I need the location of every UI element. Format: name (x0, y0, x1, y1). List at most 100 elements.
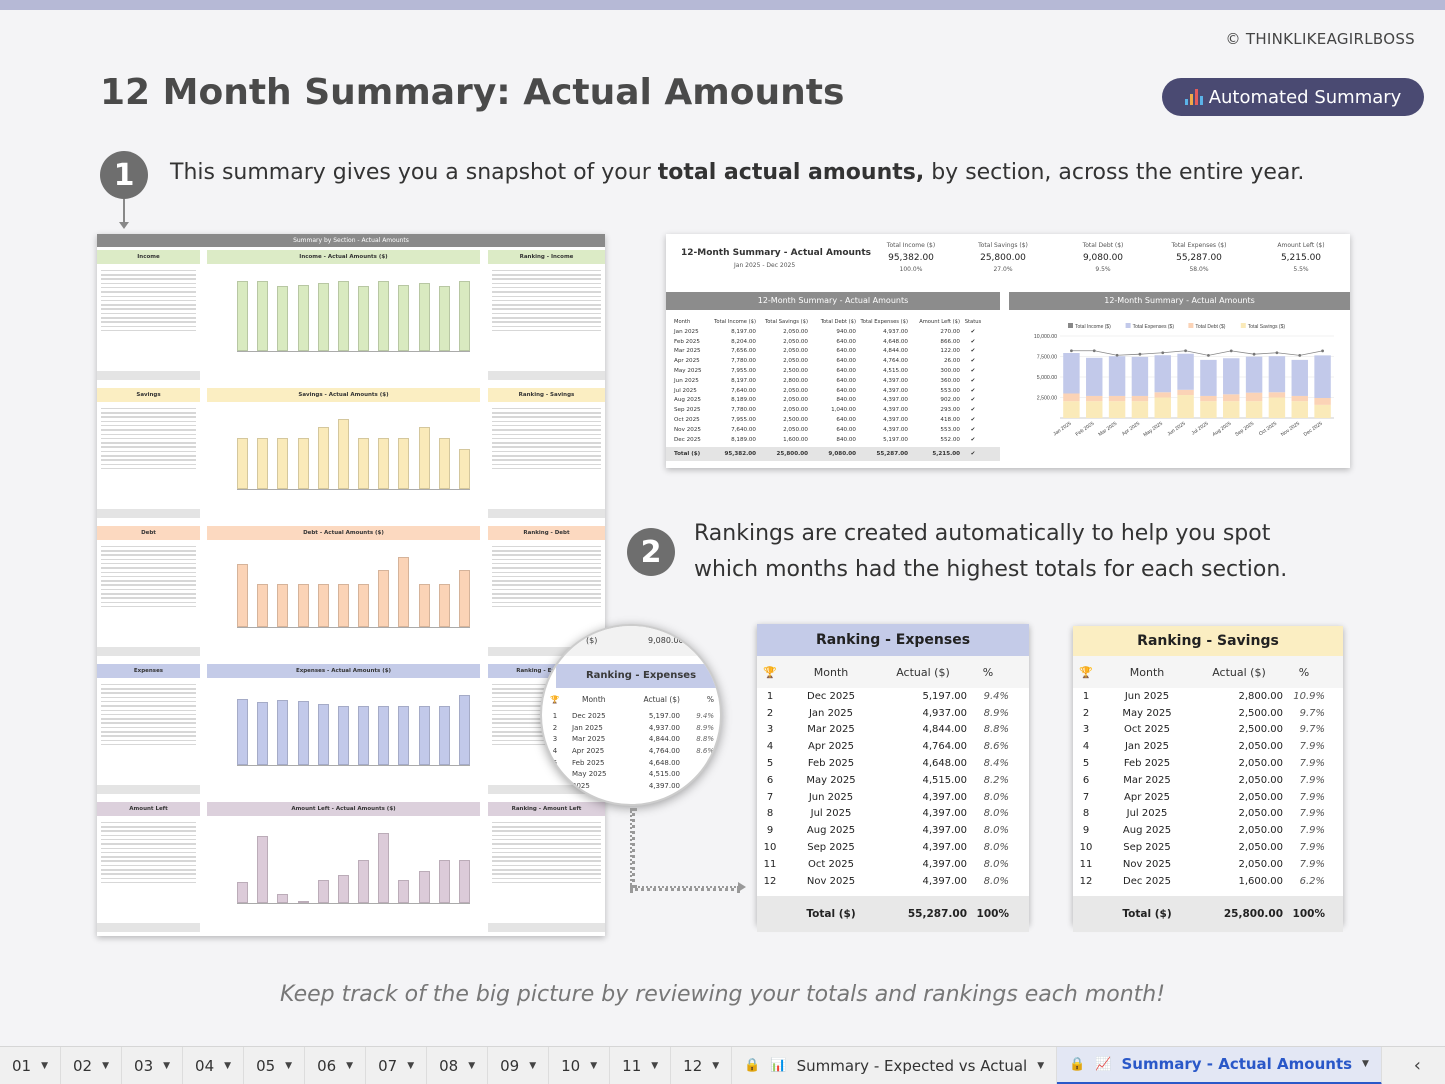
ranking-row: 3 Mar 2025 4,844.00 8.8% (757, 722, 1029, 739)
savings-bar (1200, 401, 1217, 418)
badge-label: Automated Summary (1208, 86, 1402, 108)
chevron-down-icon[interactable]: ▼ (651, 1060, 659, 1071)
col-month: Month (813, 665, 849, 679)
rank-month: May 2025 (1122, 707, 1172, 719)
chart-bar (257, 437, 269, 489)
tab-month-10[interactable]: 10 ▼ (549, 1046, 611, 1084)
savings-bar (1291, 401, 1308, 418)
table-cell: 640.00 (836, 417, 856, 424)
magnifier-col-month: Month (582, 694, 606, 704)
tab-month-03[interactable]: 03 ▼ (122, 1046, 184, 1084)
tab-month-04[interactable]: 04 ▼ (183, 1046, 245, 1084)
tab-month-05[interactable]: 05 ▼ (244, 1046, 306, 1084)
tab-label: 04 (195, 1056, 215, 1075)
chevron-down-icon[interactable]: ▼ (224, 1060, 232, 1071)
table-row: Jun 2025 8,197.00 2,800.00 640.00 4,397.00 36… (666, 376, 1000, 386)
chevron-down-icon[interactable]: ▼ (163, 1060, 171, 1071)
chevron-down-icon[interactable]: ▼ (590, 1060, 598, 1071)
rank-number: 3 (766, 724, 774, 736)
chart-bar (257, 281, 269, 351)
chevron-down-icon[interactable]: ▼ (41, 1060, 49, 1071)
rank-amount: 2,050.00 (1238, 858, 1283, 870)
ranking-row: 10 Sep 2025 4,397.00 8.0% (757, 839, 1029, 856)
chart-bar (418, 705, 430, 765)
ranking-row: 4 Apr 2025 4,764.00 8.6% (757, 738, 1029, 755)
tab-month-07[interactable]: 07 ▼ (366, 1046, 428, 1084)
page-title: 12 Month Summary: Actual Amounts (100, 72, 845, 113)
section-chart-title: Expenses - Actual Amounts ($) (207, 664, 480, 678)
rank-percent: 8.8% (983, 724, 1009, 736)
table-total-cell: 9,080.00 (828, 450, 856, 457)
rank-amount: 4,844.00 (922, 724, 967, 736)
chevron-down-icon[interactable]: ▼ (1037, 1060, 1045, 1071)
magnifier-connector-horizontal (630, 886, 740, 891)
rank-month: May 2025 (806, 774, 856, 786)
chart-bar (358, 705, 370, 765)
table-cell: 4,397.00 (883, 377, 908, 384)
tab-month-02[interactable]: 02 ▼ (61, 1046, 123, 1084)
debt-bar (1154, 392, 1171, 398)
rank-number: 8 (1082, 808, 1090, 820)
step-2-line-2: which months had the highest totals for … (694, 557, 1288, 582)
magnifier-cell: 4,937.00 (648, 723, 680, 732)
table-cell: 26.00 (943, 358, 960, 365)
table-cell: 4,937.00 (883, 328, 908, 335)
chevron-down-icon[interactable]: ▼ (407, 1060, 415, 1071)
chart-bar (317, 283, 329, 351)
rank-amount: 4,515.00 (922, 774, 967, 786)
chevron-down-icon[interactable]: ▼ (346, 1060, 354, 1071)
tab-month-08[interactable]: 08 ▼ (427, 1046, 489, 1084)
chart-bar (277, 583, 289, 627)
section-ranking-title: Ranking - Savings (488, 388, 605, 402)
rank-amount: 2,050.00 (1238, 758, 1283, 770)
table-cell: 8,204.00 (731, 338, 756, 345)
chart-bar (317, 704, 329, 765)
rank-number: 12 (763, 875, 777, 887)
chevron-down-icon[interactable]: ▼ (102, 1060, 110, 1071)
section-chart: Income - Actual Amounts ($) (207, 250, 480, 380)
expenses-bar (1200, 359, 1217, 396)
summary-dashboard: 12-Month Summary - Actual Amounts Jan 20… (666, 234, 1350, 468)
ranking-row: 3 Oct 2025 2,500.00 9.7% (1073, 722, 1343, 739)
rank-month: Feb 2025 (1123, 758, 1171, 770)
table-header-row: Month Total Income ($) Total Savings ($) To… (666, 316, 1000, 327)
tab-month-09[interactable]: 09 ▼ (488, 1046, 550, 1084)
rank-number: 1 (1082, 690, 1090, 702)
y-tick-label: 10,000.00 (1034, 334, 1057, 340)
tab-month-01[interactable]: 01 ▼ (0, 1046, 62, 1084)
table-cell: 640.00 (836, 426, 856, 433)
chevron-down-icon[interactable]: ▼ (1362, 1059, 1369, 1069)
tab-summary-expected-vs-actual[interactable]: 🔒 📊 Summary - Expected vs Actual ▼ (732, 1046, 1058, 1084)
magnifier-cell: May 2025 (572, 770, 607, 779)
status-check-icon: ✔ (970, 387, 976, 394)
section-table-total (97, 371, 200, 380)
magnifier-cell: 4,844.00 (648, 735, 680, 744)
tab-month-11[interactable]: 11 ▼ (610, 1046, 672, 1084)
kpi-percent: 58.0% (1189, 266, 1209, 273)
legend-label: Total Expenses ($) (1133, 324, 1175, 330)
table-row: Dec 2025 8,189.00 1,600.00 840.00 5,197.00 55… (666, 435, 1000, 445)
kpi-label: Total Expenses ($) (1171, 242, 1227, 249)
status-check-icon: ✔ (970, 358, 976, 365)
chevron-down-icon[interactable]: ▼ (468, 1060, 476, 1071)
expenses-bar (1131, 356, 1149, 396)
section-table-title: Savings (97, 388, 200, 402)
rank-percent: 8.6% (983, 741, 1009, 753)
magnifier-cell: 8.6% (696, 746, 714, 755)
sheet-header: Summary by Section - Actual Amounts (97, 234, 605, 247)
x-tick-label: Sep 2025 (1234, 421, 1255, 438)
section-chart-bars (237, 410, 470, 490)
table-total-cell: 55,287.00 (876, 450, 909, 457)
tab-month-06[interactable]: 06 ▼ (305, 1046, 367, 1084)
tab-summary-actual-amounts[interactable]: 🔒 📈 Summary - Actual Amounts ▼ (1057, 1046, 1382, 1084)
section-row: Income Income - Actual Amounts ($) Ranking… (97, 250, 605, 380)
chevron-down-icon[interactable]: ▼ (529, 1060, 537, 1071)
section-ranking-rows (488, 264, 605, 337)
chevron-down-icon[interactable]: ▼ (712, 1060, 720, 1071)
tab-month-12[interactable]: 12 ▼ (671, 1046, 733, 1084)
chart-bar (398, 880, 410, 903)
section-chart: Expenses - Actual Amounts ($) (207, 664, 480, 794)
ranking-savings-table: Ranking - Savings 🏆 Month Actual ($) % 1… (1073, 626, 1343, 932)
chevron-down-icon[interactable]: ▼ (285, 1060, 293, 1071)
scroll-tabs-left-button[interactable]: ‹ (1413, 1055, 1421, 1076)
